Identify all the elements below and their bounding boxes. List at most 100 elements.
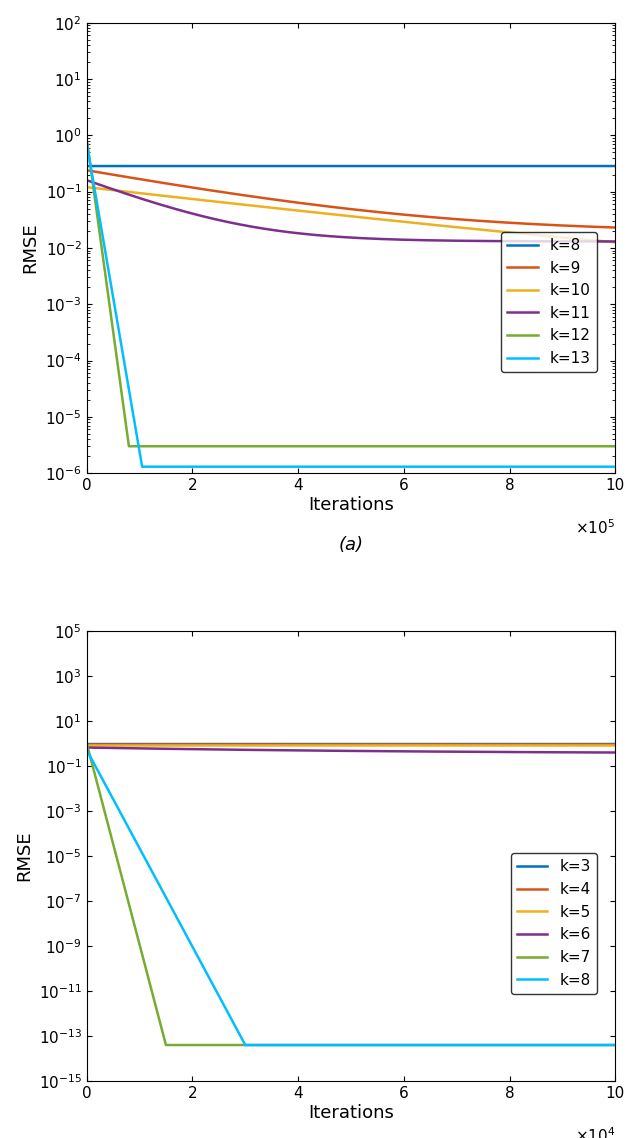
Line: k=6: k=6 — [86, 748, 616, 752]
k=12 — [596, 439, 604, 453]
k=8 — [340, 159, 348, 173]
k=13 — [138, 460, 146, 473]
k=12 — [83, 131, 90, 145]
k=5 — [596, 739, 604, 752]
k=5 — [612, 739, 620, 752]
k=6 — [326, 744, 333, 758]
k=5 — [83, 739, 90, 752]
k=7 — [162, 1038, 170, 1052]
k=7 — [340, 1038, 348, 1052]
k=9 — [596, 220, 604, 233]
k=12 — [109, 328, 117, 341]
k=11 — [612, 234, 620, 248]
k=12 — [340, 439, 348, 453]
k=12 — [612, 439, 620, 453]
k=8 — [612, 1038, 620, 1052]
Line: k=7: k=7 — [86, 743, 616, 1045]
k=7 — [596, 1038, 604, 1052]
k=4 — [83, 737, 90, 751]
k=10 — [596, 234, 604, 248]
k=9 — [499, 215, 507, 229]
k=8 — [596, 1038, 604, 1052]
k=3 — [83, 737, 91, 751]
k=8 — [340, 1038, 348, 1052]
Line: k=10: k=10 — [86, 187, 616, 242]
k=4 — [596, 737, 604, 751]
k=8 — [499, 1038, 507, 1052]
k=8 — [241, 1038, 249, 1052]
k=8 — [596, 159, 604, 173]
k=13 — [83, 135, 90, 149]
k=6 — [340, 744, 348, 758]
Line: k=8: k=8 — [86, 165, 616, 166]
k=10 — [340, 208, 348, 222]
k=4 — [596, 737, 604, 751]
k=12 — [326, 439, 334, 453]
k=10 — [612, 236, 620, 249]
k=7 — [499, 1038, 507, 1052]
Line: k=11: k=11 — [86, 180, 616, 241]
Line: k=13: k=13 — [86, 142, 616, 467]
k=5 — [340, 739, 348, 752]
X-axis label: Iterations: Iterations — [308, 496, 394, 513]
k=4 — [326, 737, 334, 751]
k=13 — [596, 460, 604, 473]
k=11 — [83, 173, 90, 187]
k=3 — [326, 737, 334, 751]
k=7 — [83, 736, 90, 750]
Text: $\times10^{4}$: $\times10^{4}$ — [575, 1127, 616, 1138]
k=7 — [109, 839, 117, 852]
k=3 — [596, 737, 604, 751]
k=13 — [499, 460, 507, 473]
k=11 — [340, 230, 348, 244]
k=4 — [83, 737, 91, 751]
k=5 — [596, 739, 604, 752]
Line: k=9: k=9 — [86, 171, 616, 228]
k=4 — [499, 737, 507, 751]
Y-axis label: RMSE: RMSE — [15, 831, 33, 881]
k=8 — [109, 793, 117, 807]
k=9 — [340, 201, 348, 215]
k=9 — [83, 164, 90, 178]
k=4 — [340, 737, 348, 751]
k=13 — [596, 460, 604, 473]
k=8 — [83, 158, 90, 172]
k=8 — [612, 159, 620, 173]
Y-axis label: RMSE: RMSE — [22, 223, 40, 273]
Line: k=12: k=12 — [86, 138, 616, 446]
k=12 — [125, 439, 132, 453]
k=3 — [110, 737, 118, 751]
k=5 — [326, 739, 334, 752]
k=3 — [596, 737, 604, 751]
Legend: k=8, k=9, k=10, k=11, k=12, k=13: k=8, k=9, k=10, k=11, k=12, k=13 — [501, 232, 597, 372]
k=11 — [499, 234, 507, 248]
k=6 — [83, 741, 90, 754]
k=6 — [109, 741, 117, 754]
k=10 — [109, 183, 117, 197]
k=10 — [499, 225, 507, 239]
k=10 — [326, 207, 333, 221]
k=8 — [83, 743, 90, 757]
k=11 — [596, 234, 604, 248]
k=9 — [326, 200, 333, 214]
k=8 — [499, 159, 507, 173]
k=13 — [109, 294, 117, 307]
k=8 — [326, 159, 334, 173]
k=5 — [499, 739, 507, 752]
k=6 — [596, 745, 604, 759]
k=9 — [596, 220, 604, 233]
k=10 — [83, 180, 90, 193]
k=8 — [110, 159, 118, 173]
k=4 — [110, 737, 118, 751]
k=8 — [596, 1038, 604, 1052]
k=4 — [612, 737, 620, 751]
Line: k=8: k=8 — [86, 750, 616, 1045]
k=12 — [596, 439, 604, 453]
X-axis label: Iterations: Iterations — [308, 1104, 394, 1122]
k=3 — [83, 737, 90, 751]
Text: $\times10^{5}$: $\times10^{5}$ — [575, 518, 616, 537]
k=13 — [340, 460, 348, 473]
k=7 — [596, 1038, 604, 1052]
Text: (a): (a) — [339, 536, 364, 554]
k=5 — [83, 739, 91, 752]
